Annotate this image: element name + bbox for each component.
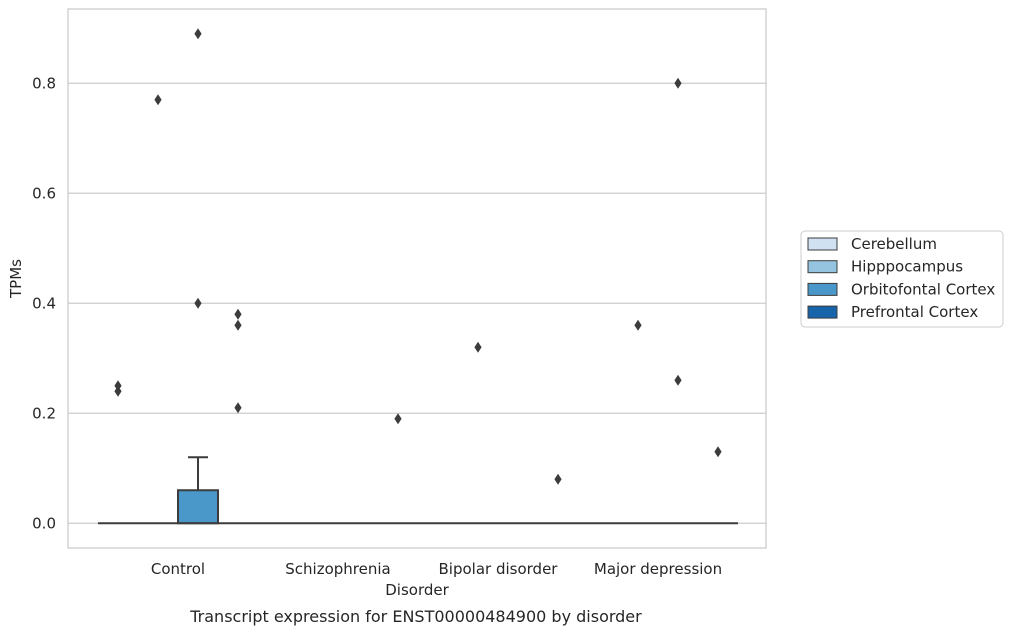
box-orbitofontal-cortex [177, 456, 219, 525]
y-axis-ticks: 0.0 0.2 0.4 0.6 0.8 [32, 74, 56, 532]
box [177, 489, 219, 525]
legend-swatch [807, 237, 838, 251]
legend-item: Cerebellum [807, 235, 937, 253]
x-tick-label: Control [151, 560, 205, 578]
legend-item: Hipppocampus [807, 258, 963, 276]
outlier-point [474, 341, 482, 353]
outlier-point [194, 28, 202, 40]
legend: Cerebellum Hipppocampus Orbitofontal Corte… [800, 230, 1004, 328]
legend-frame [800, 230, 1004, 328]
x-axis-ticks: Control Schizophrenia Bipolar disorder Majo… [151, 560, 722, 578]
outlier-point [234, 308, 242, 320]
legend-swatch [807, 260, 838, 274]
outlier-point [234, 319, 242, 331]
outlier-point [194, 297, 202, 309]
outlier-point [154, 94, 162, 106]
outlier-point [394, 413, 402, 425]
x-tick-label: Major depression [594, 560, 722, 578]
y-tick-label: 0.0 [32, 514, 56, 532]
outlier-point [554, 473, 562, 485]
chart-caption: Transcript expression for ENST0000048490… [189, 607, 642, 626]
outlier-point [234, 402, 242, 414]
outlier-point [674, 77, 682, 89]
box-plot-marks [98, 456, 738, 525]
outlier-point [674, 374, 682, 386]
outlier-point [114, 385, 122, 397]
legend-label: Cerebellum [851, 235, 937, 253]
x-tick-label: Bipolar disorder [439, 560, 559, 578]
legend-label: Hipppocampus [851, 258, 963, 276]
plot-frame [67, 8, 767, 549]
legend-label: Prefrontal Cortex [851, 303, 978, 321]
x-tick-label: Schizophrenia [285, 560, 390, 578]
y-tick-label: 0.8 [32, 74, 56, 92]
legend-swatch [807, 305, 838, 319]
x-axis-label: Disorder [385, 581, 449, 599]
outlier-point [634, 319, 642, 331]
legend-item: Orbitofontal Cortex [807, 280, 995, 298]
legend-label: Orbitofontal Cortex [851, 280, 995, 298]
outlier-points [114, 28, 722, 485]
y-axis-label: TPMs [7, 259, 25, 299]
outlier-point [714, 446, 722, 458]
legend-swatch [807, 282, 838, 296]
gridlines [68, 82, 766, 524]
y-tick-label: 0.2 [32, 404, 56, 422]
legend-item: Prefrontal Cortex [807, 303, 978, 321]
y-tick-label: 0.4 [32, 294, 56, 312]
y-tick-label: 0.6 [32, 184, 56, 202]
